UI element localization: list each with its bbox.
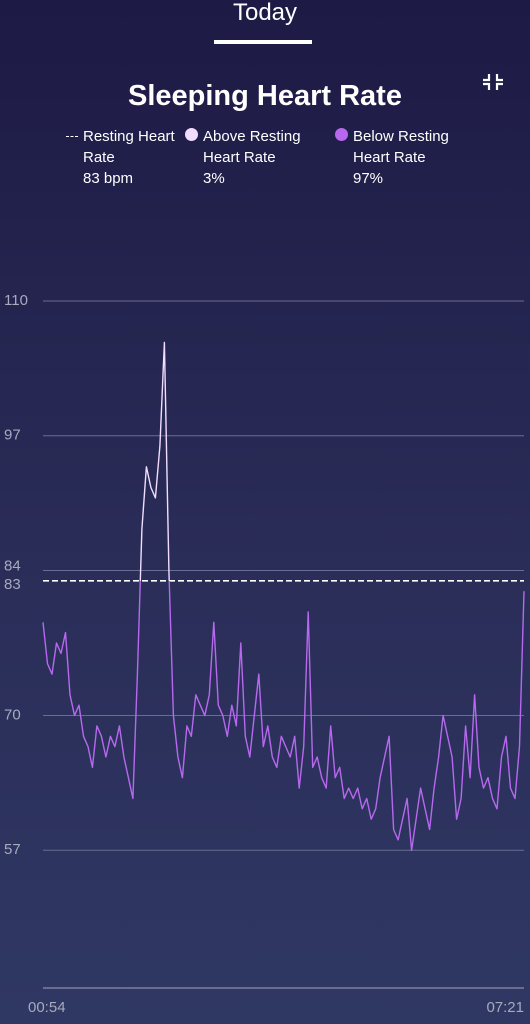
legend-value: 3% bbox=[203, 170, 225, 187]
y-tick-label: 110 bbox=[4, 292, 28, 309]
x-tick-label: 00:54 bbox=[28, 999, 66, 1016]
legend-value: 97% bbox=[353, 170, 384, 187]
legend-label: Resting Heart Rate bbox=[83, 128, 175, 166]
legend-symbol bbox=[66, 136, 78, 137]
y-tick-label: 84 bbox=[4, 557, 21, 574]
legend-symbol bbox=[335, 128, 348, 141]
y-tick-label: 57 bbox=[4, 841, 21, 858]
legend-symbol bbox=[185, 128, 198, 141]
legend-item: Above Resting Heart Rate 3% bbox=[185, 126, 323, 189]
legend-item: Resting Heart Rate 83 bpm bbox=[66, 126, 203, 189]
legend-value: 83 bpm bbox=[83, 170, 134, 187]
y-tick-label: 70 bbox=[4, 707, 21, 724]
y-tick-label: 83 bbox=[4, 576, 21, 593]
tab-indicator bbox=[214, 40, 312, 44]
legend-label: Below Resting Heart Rate bbox=[353, 128, 449, 166]
collapse-icon[interactable] bbox=[483, 74, 503, 90]
heart-rate-line bbox=[42, 341, 525, 851]
y-tick-label: 97 bbox=[4, 427, 21, 444]
tab-label[interactable]: Today bbox=[232, 0, 298, 26]
x-tick-label: 07:21 bbox=[486, 999, 524, 1016]
legend-item: Below Resting Heart Rate 97% bbox=[335, 126, 473, 189]
chart-title: Sleeping Heart Rate bbox=[128, 80, 402, 112]
legend-label: Above Resting Heart Rate bbox=[203, 128, 301, 166]
